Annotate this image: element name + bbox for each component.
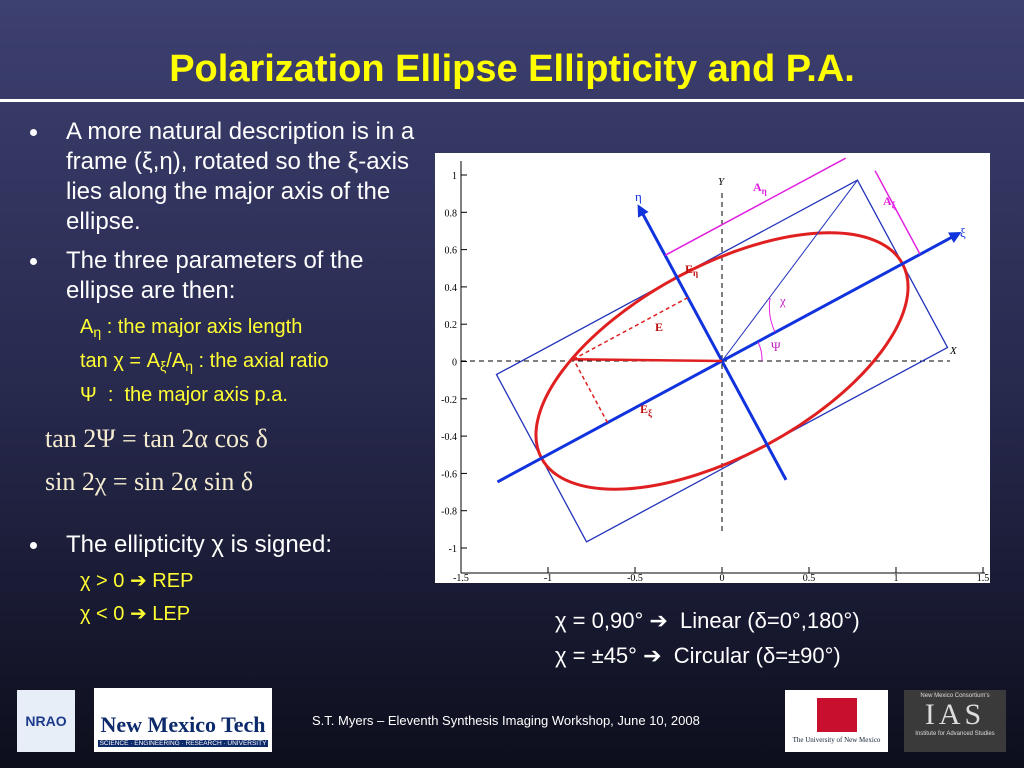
chi-label: χ [779, 293, 786, 308]
x-tick-label: 1 [894, 573, 899, 583]
e-eta-dash [573, 296, 689, 360]
sub-item: tan χ = Aξ/Aη : the axial ratio [80, 350, 329, 373]
sub-item: χ < 0 ➔ LEP [80, 601, 190, 626]
eta-axis [640, 210, 788, 481]
text: A [80, 316, 94, 338]
ellipse-figure: X Y η ξ Aη Aξ Eη E Eξ χ Ψ -1.5 -1 -0.5 0 0.5… [435, 153, 990, 583]
x-tick-label: 1.5 [977, 573, 990, 583]
a-xi-arrow [874, 170, 921, 255]
figure-background [435, 153, 990, 583]
bullet-text: The ellipticity χ is signed: [66, 531, 333, 558]
nrao-logo: NRAO [17, 690, 75, 752]
sub-item: Ψ : the major axis p.a. [80, 384, 288, 407]
x-tick-label: 0 [720, 573, 725, 583]
unm-logo: The University of New Mexico [785, 690, 888, 752]
text: Ψ : the major axis p.a. [80, 384, 288, 406]
y-tick-label: -1 [449, 544, 457, 555]
y-tick-label: 1 [452, 171, 457, 182]
nmt-logo: New Mexico Tech SCIENCE · ENGINEERING · … [94, 688, 272, 752]
plot-frame: X Y η ξ Aη Aξ Eη E Eξ χ Ψ -1.5 -1 -0.5 0 0.5… [441, 157, 990, 583]
footer: S.T. Myers – Eleventh Synthesis Imaging … [312, 713, 700, 728]
subscript: η [185, 358, 193, 374]
bullet-text: The three parameters of the ellipse are … [66, 247, 364, 304]
bullet: The ellipticity χ is signed: [30, 530, 431, 560]
e-vector [573, 357, 723, 363]
ias-logo: New Mexico Consortium's IAS Institute fo… [904, 690, 1006, 752]
xi-label: ξ [960, 225, 966, 240]
e-label: E [655, 320, 663, 334]
subscript: ξ [160, 358, 167, 374]
unm-emblem [816, 698, 857, 732]
e-xi-label: Eξ [640, 402, 652, 418]
diagonal [721, 179, 858, 362]
equation: sin 2χ = sin 2α sin δ [45, 467, 254, 496]
note: χ = ±45° ➔ Circular (δ=±90°) [555, 643, 841, 668]
x-tick-label: -1 [544, 573, 552, 583]
y-tick-label: -0.4 [441, 432, 457, 443]
nmt-name: New Mexico Tech [100, 712, 266, 737]
a-eta-arrow [664, 157, 846, 257]
ias-sub: Institute for Advanced Studies [915, 731, 995, 737]
text: /A [166, 350, 186, 372]
text: : the major axis length [101, 316, 303, 338]
chi-arc [768, 297, 776, 333]
sub-item: χ > 0 ➔ REP [80, 568, 193, 593]
y-tick-label: 0.6 [445, 246, 458, 257]
x-tick-label: -1.5 [453, 573, 469, 583]
y-tick-label: 0 [452, 358, 457, 369]
title-rule [0, 99, 1024, 102]
bullet: A more natural description is in a frame… [30, 117, 431, 237]
e-eta-label: Eη [685, 262, 698, 278]
arrowhead [637, 204, 649, 218]
x-label: X [949, 345, 958, 357]
y-tick-label: 0.8 [445, 208, 458, 219]
psi-arc [757, 341, 763, 362]
ias-mark: IAS [924, 698, 986, 731]
ellipse-frame [495, 157, 962, 543]
y-tick-label: 0.4 [445, 283, 458, 294]
text: χ < 0 ➔ LEP [80, 603, 191, 625]
a-eta-label: Aη [753, 180, 767, 196]
slide-title: Polarization Ellipse Ellipticity and P.A… [169, 48, 855, 90]
unm-name: The University of New Mexico [792, 736, 881, 744]
y-tick-label: -0.6 [441, 469, 457, 480]
text: χ > 0 ➔ REP [80, 570, 194, 592]
bullet: The three parameters of the ellipse are … [30, 246, 431, 306]
text: tan χ = A [80, 350, 160, 372]
bullet-text: A more natural description is in a frame… [66, 118, 415, 235]
y-label: Y [718, 176, 726, 188]
eta-label: η [635, 189, 642, 204]
a-xi-label: Aξ [883, 194, 896, 210]
y-tick-label: 0.2 [445, 320, 458, 331]
nmt-tagline: SCIENCE · ENGINEERING · RESEARCH · UNIVE… [98, 740, 268, 747]
text: : the axial ratio [192, 350, 329, 372]
x-tick-label: 0.5 [803, 573, 816, 583]
equation: tan 2Ψ = tan 2α cos δ [45, 424, 268, 453]
psi-label: Ψ [771, 339, 781, 354]
x-tick-label: -0.5 [627, 573, 643, 583]
ias-top: New Mexico Consortium's [920, 693, 990, 699]
e-xi-dash [572, 358, 609, 423]
subscript: η [93, 324, 102, 340]
sub-item: Aη : the major axis length [80, 316, 302, 339]
y-tick-label: -0.8 [441, 507, 457, 518]
xi-axis [496, 234, 957, 484]
y-tick-label: -0.2 [441, 395, 457, 406]
arrowhead [948, 232, 962, 244]
note: χ = 0,90° ➔ Linear (δ=0°,180°) [555, 608, 860, 633]
